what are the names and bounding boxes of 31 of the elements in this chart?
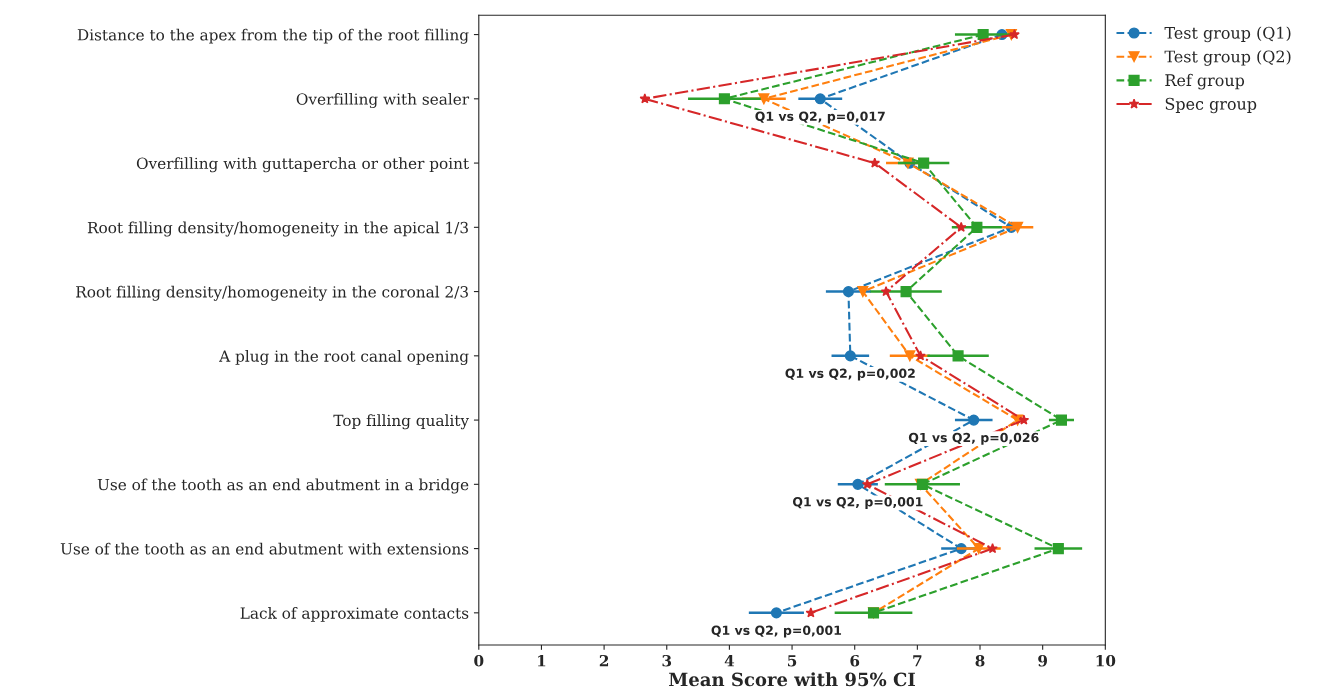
annotation: Q1 vs Q2, p=0,001 (711, 625, 842, 638)
y-tick-label: Top filling quality (333, 414, 470, 430)
annotation: Q1 vs Q2, p=0,017 (755, 111, 885, 124)
x-tick-label: 2 (599, 654, 609, 667)
x-tick-label: 0 (474, 654, 484, 667)
x-tick-label: 8 (975, 654, 985, 667)
legend-label: Spec group (1165, 97, 1257, 114)
x-tick-label: 9 (1038, 654, 1048, 667)
x-tick-label: 6 (850, 654, 860, 667)
y-tick-label: Use of the tooth as an end abutment in a bridge (97, 478, 469, 494)
y-tick-label: A plug in the root canal opening (219, 350, 469, 366)
legend-label: Test group (Q2) (1164, 50, 1291, 66)
x-tick-label: 10 (1096, 654, 1116, 667)
legend-label: Ref group (1165, 73, 1245, 90)
y-tick-label: Distance to the apex from the tip of the root filling (77, 28, 469, 44)
y-tick-label: Lack of approximate contacts (240, 607, 469, 622)
legend-label: Test group (Q1) (1164, 26, 1291, 43)
x-tick-label: 1 (538, 654, 546, 667)
x-tick-label: 5 (788, 655, 797, 667)
x-tick-label: 3 (662, 654, 672, 667)
y-tick-label: Root filling density/homogeneity in the apical 1/3 (87, 221, 468, 237)
x-tick-label: 7 (913, 655, 922, 667)
annotation: Q1 vs Q2, p=0,001 (792, 497, 923, 509)
x-tick-label: 4 (724, 654, 735, 667)
y-tick-label: Overfilling with sealer (296, 93, 470, 109)
y-tick-label: Root filling density/homogeneity in the coronal 2/3 (76, 285, 468, 301)
annotation: Q1 vs Q2, p=0,002 (785, 368, 915, 381)
y-tick-label: Use of the tooth as an end abutment with extensions (60, 542, 469, 555)
y-tick-label: Overfilling with guttapercha or other point (136, 157, 469, 173)
annotation: Q1 vs Q2, p=0,026 (908, 432, 1039, 445)
x-axis-title: Mean Score with 95% CI (669, 672, 915, 687)
